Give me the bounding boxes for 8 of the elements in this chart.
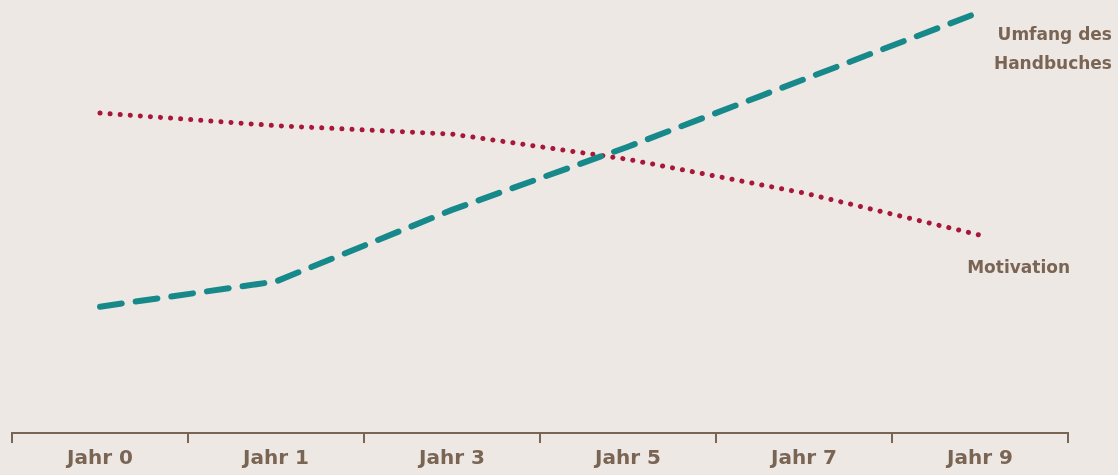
x-tick-label: Jahr 7 bbox=[769, 445, 837, 470]
x-tick-label: Jahr 5 bbox=[593, 445, 661, 470]
x-tick-label: Jahr 0 bbox=[65, 445, 133, 470]
x-tick-label: Jahr 1 bbox=[241, 445, 309, 470]
x-tick-label: Jahr 9 bbox=[945, 445, 1013, 470]
series-label: Umfang des Handbuches bbox=[993, 24, 1112, 74]
series-label: Motivation bbox=[967, 256, 1070, 277]
x-tick-label: Jahr 3 bbox=[417, 445, 485, 470]
